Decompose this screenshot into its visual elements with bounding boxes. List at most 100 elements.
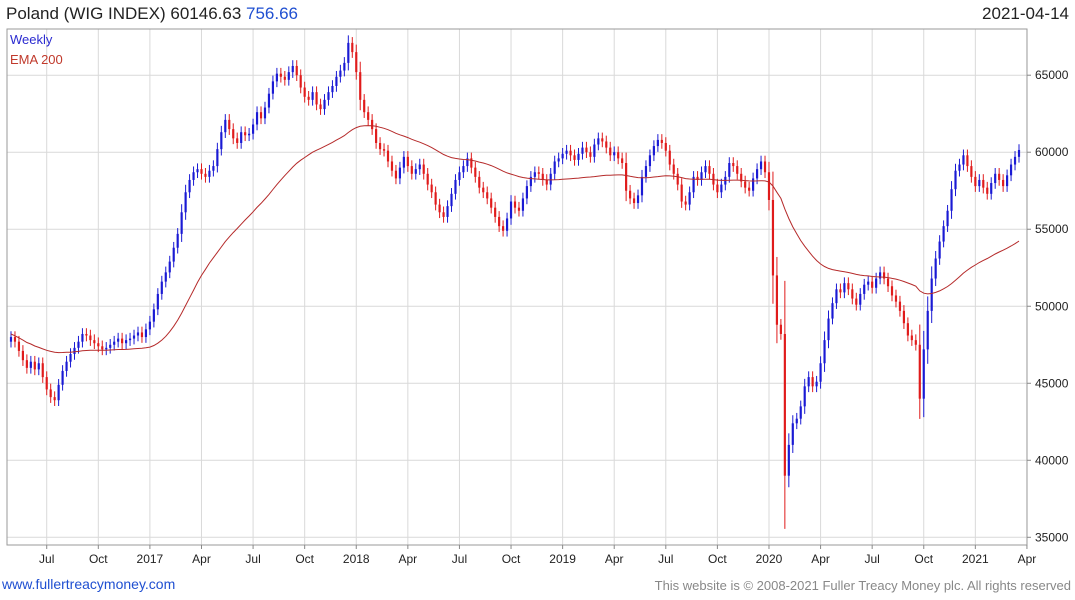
candle-body <box>315 92 318 105</box>
candle-body <box>323 99 326 110</box>
candle-body <box>688 192 691 205</box>
x-tick-label: Apr <box>192 552 211 566</box>
candle-body <box>807 377 810 387</box>
candle-body <box>529 176 532 187</box>
candle-body <box>509 201 513 219</box>
candle-body <box>728 163 731 177</box>
candle-body <box>640 176 644 196</box>
candle-body <box>748 187 751 191</box>
candle-body <box>974 176 977 187</box>
candle-body <box>390 161 394 171</box>
candle-body <box>502 226 505 231</box>
candle-body <box>914 340 917 345</box>
candle-body <box>283 76 286 80</box>
candle-body <box>851 289 854 299</box>
candle-body <box>212 166 215 171</box>
candle-body <box>470 158 473 168</box>
candle-body <box>565 150 568 154</box>
candle-body <box>248 133 251 136</box>
candle-body <box>589 152 592 157</box>
candle-body <box>101 346 104 350</box>
candle-body <box>13 337 17 342</box>
title-change: 756.66 <box>246 4 299 23</box>
candle-body <box>894 295 898 302</box>
candle-body <box>843 283 846 293</box>
candle-body <box>573 155 576 160</box>
candle-body <box>517 207 521 211</box>
candle-body <box>779 324 782 334</box>
candle-body <box>57 384 60 401</box>
candle-body <box>755 169 759 179</box>
candle-body <box>990 183 993 194</box>
candle-body <box>498 216 501 227</box>
candle-body <box>930 278 933 311</box>
candle-body <box>204 173 207 177</box>
candle-body <box>494 207 497 217</box>
candle-body <box>644 166 648 177</box>
candle-body <box>311 92 314 100</box>
candle-body <box>625 163 628 191</box>
candle-body <box>827 318 830 341</box>
x-tick-label: Oct <box>708 552 727 566</box>
candle-body <box>545 179 548 185</box>
candle-body <box>224 119 227 133</box>
candle-body <box>359 72 362 100</box>
candle-body <box>922 349 925 399</box>
candle-body <box>454 179 457 194</box>
candle-body <box>335 76 338 86</box>
candle-body <box>1017 149 1021 157</box>
candle-body <box>1009 164 1013 176</box>
candle-body <box>998 173 1001 180</box>
candle-body <box>466 158 469 167</box>
grid <box>7 29 1028 545</box>
candle-body <box>347 42 350 63</box>
x-tick-label: Jul <box>39 552 54 566</box>
candle-body <box>541 173 544 180</box>
candle-body <box>696 176 699 180</box>
candle-body <box>236 138 239 143</box>
candle-body <box>958 164 961 171</box>
candle-body <box>656 139 659 147</box>
y-tick-label: 35000 <box>1035 530 1069 544</box>
candle-body <box>271 81 275 94</box>
candle-body <box>557 158 560 162</box>
candle-body <box>216 149 219 167</box>
candle-body <box>763 161 767 173</box>
x-tick-label: 2020 <box>756 552 783 566</box>
candle-body <box>819 363 822 382</box>
candle-body <box>53 397 56 401</box>
title-prefix: Poland (WIG INDEX) 60146.63 <box>6 4 242 23</box>
candle-body <box>291 65 294 73</box>
x-tick-label: Oct <box>89 552 108 566</box>
candle-body <box>232 129 235 139</box>
x-tick-label: 2018 <box>343 552 370 566</box>
candle-body <box>926 310 929 350</box>
candle-body <box>263 107 267 119</box>
candle-body <box>462 166 465 173</box>
candle-body <box>228 119 231 130</box>
candle-body <box>450 193 453 207</box>
candles <box>9 35 1021 529</box>
candle-body <box>680 184 683 202</box>
candle-body <box>676 173 679 185</box>
y-tick-label: 65000 <box>1035 68 1069 82</box>
candle-body <box>73 347 76 355</box>
candle-body <box>434 192 437 205</box>
site-link[interactable]: www.fullertreacymoney.com <box>2 576 176 592</box>
candle-body <box>740 173 743 182</box>
candle-body <box>327 92 330 100</box>
candle-body <box>815 381 818 387</box>
candle-body <box>65 361 68 371</box>
candle-body <box>220 132 223 150</box>
candle-body <box>208 170 211 177</box>
candle-body <box>938 241 941 259</box>
candle-body <box>593 144 596 157</box>
candle-body <box>255 112 259 125</box>
candle-body <box>847 283 850 290</box>
candle-body <box>871 281 874 288</box>
candle-body <box>521 198 525 211</box>
candle-body <box>613 152 616 156</box>
candle-body <box>799 406 802 419</box>
y-axis-ticks: 35000 40000 45000 50000 55000 60000 65000 <box>1027 68 1069 544</box>
